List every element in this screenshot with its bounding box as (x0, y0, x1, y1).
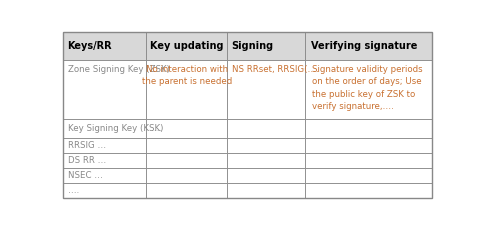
Text: ….: …. (68, 186, 80, 195)
Bar (305, 153, 432, 168)
Text: Zone Signing Key (ZSK): Zone Signing Key (ZSK) (68, 64, 170, 74)
Bar (227, 60, 305, 119)
Bar (63, 32, 146, 60)
Text: Verifying signature: Verifying signature (311, 41, 417, 51)
Text: No interaction with
the parent is needed: No interaction with the parent is needed (142, 64, 232, 86)
Bar (305, 183, 432, 198)
Text: NS RRset, RRSIG(….: NS RRset, RRSIG(…. (232, 64, 319, 74)
Text: Keys/RR: Keys/RR (68, 41, 112, 51)
Bar (146, 60, 227, 119)
Bar (305, 168, 432, 183)
Bar (63, 168, 146, 183)
Bar (146, 138, 227, 153)
Bar (227, 183, 305, 198)
Bar (305, 138, 432, 153)
Text: RRSIG …: RRSIG … (68, 141, 106, 150)
Bar (227, 153, 305, 168)
Bar (146, 153, 227, 168)
Text: NSEC …: NSEC … (68, 171, 103, 180)
Bar (305, 60, 432, 119)
Bar (63, 60, 146, 119)
Text: Key updating: Key updating (150, 41, 224, 51)
Bar (227, 138, 305, 153)
Bar (63, 138, 146, 153)
Bar (63, 183, 146, 198)
Bar (227, 168, 305, 183)
Text: ….: …. (151, 124, 162, 133)
Text: Signature validity periods
on the order of days; Use
the public key of ZSK to
ve: Signature validity periods on the order … (312, 64, 423, 111)
Bar (305, 32, 432, 60)
Bar (146, 119, 227, 138)
Bar (146, 32, 227, 60)
Bar (305, 119, 432, 138)
Bar (227, 32, 305, 60)
Text: Signing: Signing (231, 41, 273, 51)
Text: DS RR …: DS RR … (68, 156, 107, 165)
Bar (227, 119, 305, 138)
Bar (63, 119, 146, 138)
Text: Key Signing Key (KSK): Key Signing Key (KSK) (68, 124, 164, 133)
Bar (63, 153, 146, 168)
Bar (146, 168, 227, 183)
Bar (146, 183, 227, 198)
